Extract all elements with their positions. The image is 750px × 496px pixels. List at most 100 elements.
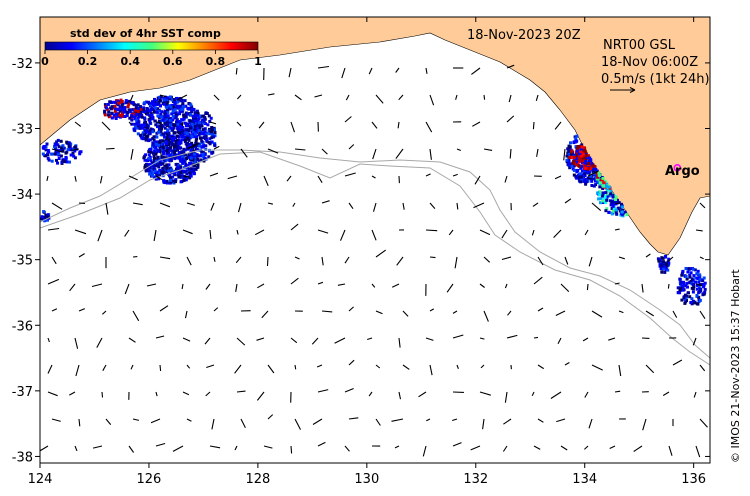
sst-pixel [157,130,161,134]
current-vector [398,94,404,101]
sst-pixel [181,118,185,122]
current-vector [506,64,515,69]
sst-pixel [171,109,175,113]
sst-pixel [118,105,122,109]
sst-pixel [40,215,44,219]
sst-pixel [173,99,177,103]
x-tick-label: 136 [681,472,706,487]
land-mass [40,17,710,256]
current-vector [452,334,464,339]
sst-pixel [113,115,117,119]
sst-pixel [143,129,147,133]
sst-pixel [68,148,72,151]
current-vector [455,94,458,100]
sst-pixel [202,136,206,140]
current-vector [130,148,134,160]
sst-pixel [168,118,172,122]
sst-pixel [183,148,187,152]
sst-pixel [197,144,201,148]
sst-pixel [605,190,609,193]
sst-pixel [135,118,139,122]
sst-pixel [703,281,707,285]
current-vector [47,364,53,374]
sst-pixel [176,167,180,171]
colorbar-ticks: 0 0.2 0.4 0.6 0.8 1 [41,50,262,68]
sst-pixel [182,166,186,170]
sst-pixel [665,264,669,268]
sst-pixel [155,140,159,144]
sst-pixel [658,263,662,267]
sst-pixel [605,198,609,202]
sst-pixel [575,154,579,158]
sst-pixel [158,140,162,144]
current-vector [397,121,400,129]
sst-pixel [53,145,56,149]
sst-pixel [157,143,161,147]
current-vector [51,418,61,422]
sst-pixel [205,138,208,142]
sst-pixel [165,149,169,153]
current-vector [75,364,80,377]
current-vector [614,228,620,231]
sst-pixel [170,112,174,116]
sst-pixel [192,169,196,173]
sst-pixel [165,117,169,121]
sst-pixel [680,271,684,275]
sst-pixel [157,127,161,130]
scale-label: 0.5m/s (1kt 24h) [601,72,710,87]
sst-pixel [175,120,178,124]
current-vector [532,121,535,130]
sst-pixel [605,207,609,211]
current-vector [348,144,355,150]
sst-pixel [179,107,183,111]
sst-pixel [610,200,614,204]
current-vector [235,283,238,292]
sst-pixel [210,140,214,144]
y-tick-label: -35 [12,254,33,269]
sst-pixel [577,176,581,179]
sst-pixel [165,136,169,140]
y-tick-label: -32 [12,57,33,72]
sst-pixel [148,138,152,142]
sst-pixel [686,285,689,289]
current-vector [51,308,58,312]
sst-pixel [163,146,167,150]
argo-float-marker[interactable] [673,164,682,172]
sst-pixel [136,132,140,136]
sst-pixel [165,150,169,154]
sst-pixel [44,213,48,217]
current-vector [213,145,220,150]
current-vector [479,337,485,340]
sst-pixel [183,138,187,142]
sst-pixel [155,135,159,139]
sst-pixel [587,162,591,165]
sst-pixel [682,280,685,284]
y-tick-label: -34 [12,188,33,203]
sst-pixel [168,140,172,144]
current-vector [211,418,215,430]
sst-pixel [695,272,699,276]
current-vector [47,227,60,231]
current-vector [102,364,107,371]
sst-pixel [607,194,611,198]
sst-pixel [117,101,121,105]
sst-pixel [136,124,140,128]
sst-pixel [583,174,587,177]
sst-pixel [693,301,697,305]
sst-pixel [659,267,663,270]
current-vector [129,94,134,102]
sst-pixel [180,109,184,113]
sst-pixel [203,133,207,137]
current-vector [286,175,292,182]
sst-pixel [568,166,572,170]
current-vector [699,202,706,209]
sst-pixel [172,181,176,185]
sst-pixel [179,125,183,129]
sst-pixel [132,127,136,131]
sst-pixel [145,134,148,138]
sst-pixel [78,152,82,156]
sst-pixel [193,125,197,128]
sst-pixel [173,107,177,111]
sst-pixel [614,210,618,214]
sst-pixel [151,100,154,104]
